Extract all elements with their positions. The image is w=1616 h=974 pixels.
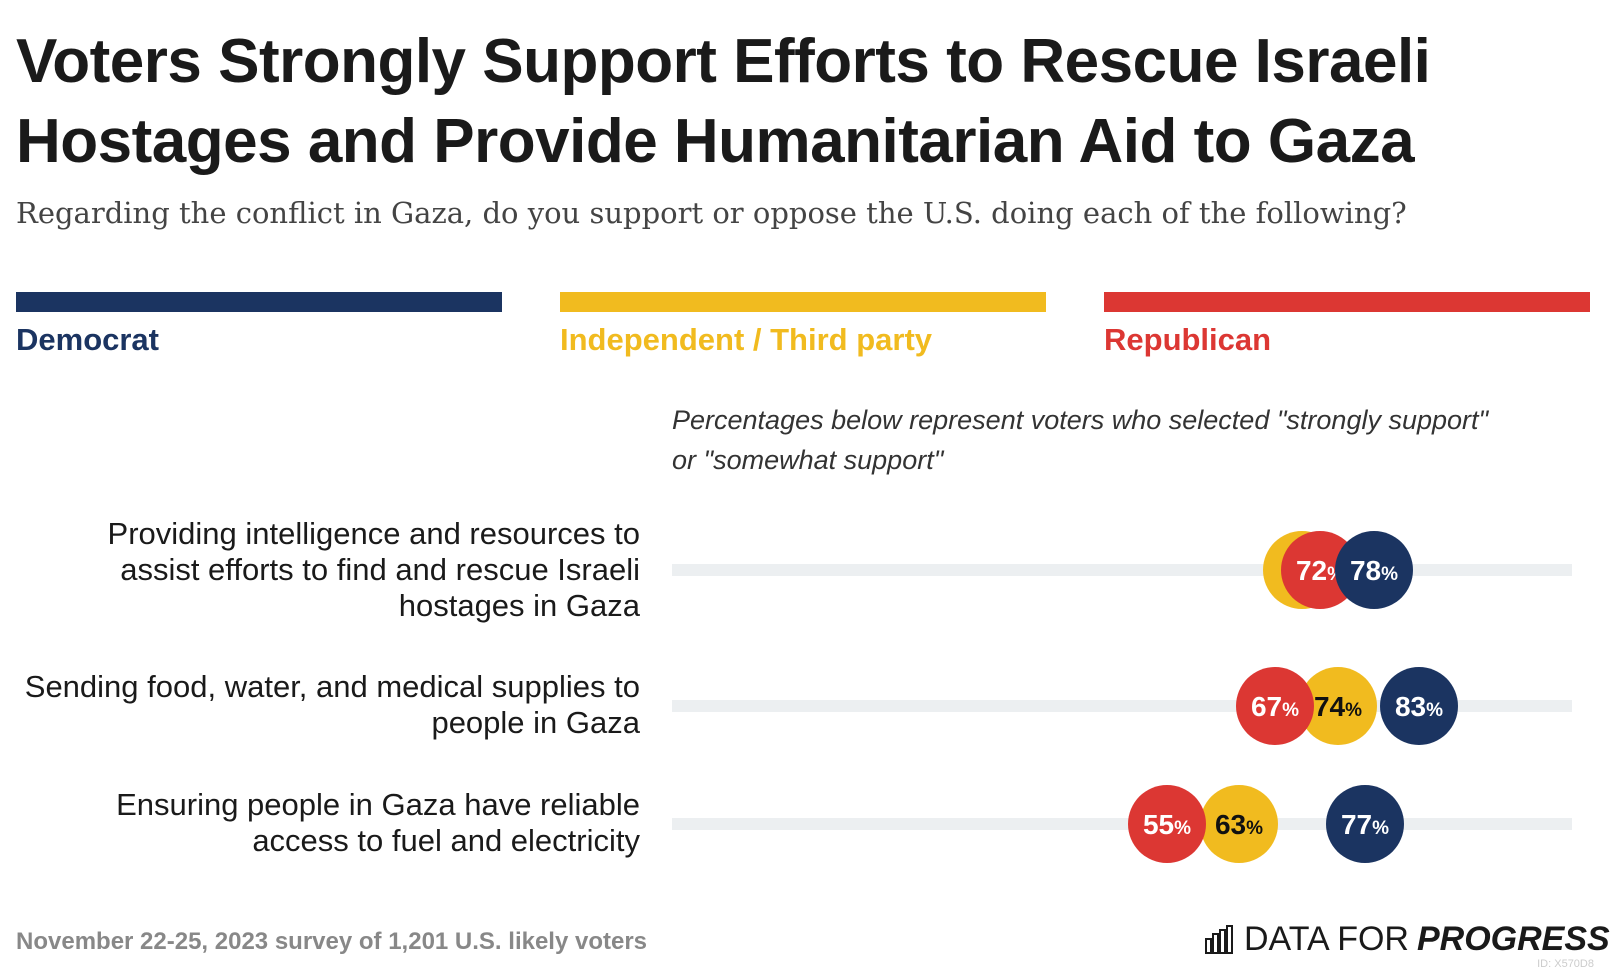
brand-name-strong: PROGRESS xyxy=(1416,920,1610,958)
dot-republican-row-1 xyxy=(1281,531,1359,609)
dot-republican-row-3 xyxy=(1128,785,1206,863)
dot-republican-row-2 xyxy=(1236,667,1314,745)
bar-chart-logo-icon xyxy=(1205,924,1233,954)
legend-independent: Independent / Third party xyxy=(560,292,1046,358)
dot-democrat-row-3 xyxy=(1326,785,1404,863)
dot-democrat-row-1 xyxy=(1335,531,1413,609)
legend-swatch-republican xyxy=(1104,292,1590,312)
legend-label-democrat: Democrat xyxy=(16,322,159,357)
legend-swatch-independent xyxy=(560,292,1046,312)
chart-note: Percentages below represent voters who s… xyxy=(672,405,1489,475)
chart-id: ID: X570D8 xyxy=(1537,958,1594,970)
legend-label-republican: Republican xyxy=(1104,322,1272,357)
track-row-3 xyxy=(672,818,1572,830)
chart-title: Voters Strongly Support Efforts to Rescu… xyxy=(16,27,1431,176)
value-label-independent-third-party-row-3: 63% xyxy=(1215,809,1263,840)
value-label-republican-row-2: 67% xyxy=(1251,691,1299,722)
brand-name-prefix: DATA FOR xyxy=(1244,920,1409,958)
value-label-independent-third-party-row-2: 74% xyxy=(1314,691,1362,722)
value-label-democrat-row-3: 77% xyxy=(1341,809,1389,840)
value-label-republican-row-1: 72% xyxy=(1296,555,1344,586)
track-row-2 xyxy=(672,700,1572,712)
legend-democrat: Democrat xyxy=(16,292,502,358)
survey-source-note: November 22-25, 2023 survey of 1,201 U.S… xyxy=(16,928,648,955)
value-label-democrat-row-1: 78% xyxy=(1350,555,1398,586)
legend-label-independent: Independent / Third party xyxy=(560,322,933,357)
track-row-1 xyxy=(672,564,1572,576)
row-label-fuel-electricity: Ensuring people in Gaza have reliable ac… xyxy=(116,787,640,858)
value-label-republican-row-3: 55% xyxy=(1143,809,1191,840)
dot-independent-third-party-row-3 xyxy=(1200,785,1278,863)
row-label-hostages: Providing intelligence and resources to … xyxy=(107,516,640,623)
dot-democrat-row-2 xyxy=(1380,667,1458,745)
legend-republican: Republican xyxy=(1104,292,1590,358)
dot-independent-third-party-row-1 xyxy=(1263,531,1341,609)
row-label-food-water-medical: Sending food, water, and medical supplie… xyxy=(24,669,640,740)
chart-subtitle: Regarding the conflict in Gaza, do you s… xyxy=(16,196,1407,230)
value-label-democrat-row-2: 83% xyxy=(1395,691,1443,722)
dot-independent-third-party-row-2 xyxy=(1299,667,1377,745)
legend-swatch-democrat xyxy=(16,292,502,312)
brand-logo: DATA FOR PROGRESS xyxy=(1204,920,1610,959)
